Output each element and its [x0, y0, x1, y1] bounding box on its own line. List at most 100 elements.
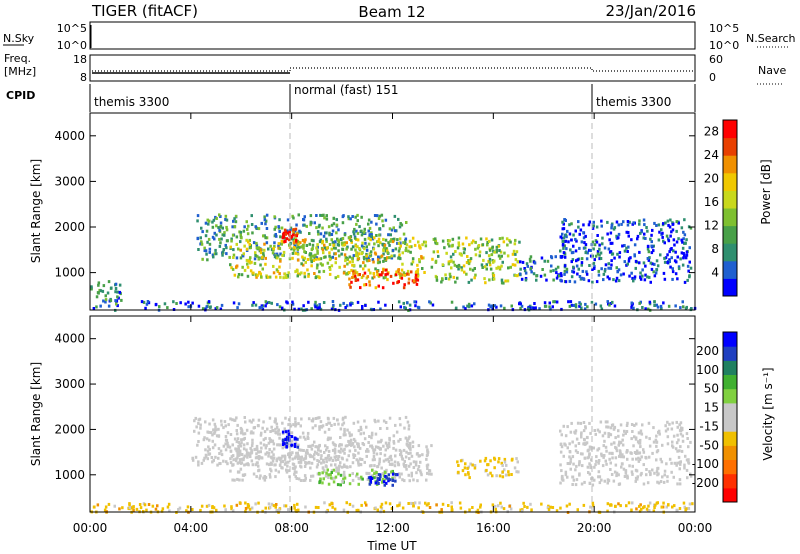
- power-cell: [274, 225, 277, 229]
- velocity-cell: [118, 507, 121, 511]
- nsky-label: N.Sky: [3, 32, 35, 45]
- velocity-cell: [390, 470, 393, 474]
- velocity-cell: [605, 449, 608, 453]
- velocity-cell: [623, 475, 627, 478]
- power-cell: [534, 306, 537, 310]
- power-cell: [310, 238, 314, 242]
- power-cell: [373, 275, 376, 279]
- power-cell: [682, 237, 685, 241]
- power-cell: [489, 267, 493, 271]
- power-cell: [114, 299, 117, 303]
- power-cell: [278, 247, 282, 251]
- power-cell: [674, 304, 677, 308]
- power-cell: [213, 252, 217, 256]
- power-cell: [332, 303, 335, 307]
- velocity-cell: [281, 443, 285, 446]
- power-cell: [336, 274, 340, 278]
- power-cell: [389, 274, 393, 278]
- velocity-cell: [356, 472, 359, 476]
- velocity-cell: [322, 469, 326, 473]
- power-cell: [264, 304, 267, 308]
- power-cell: [561, 243, 565, 246]
- velocity-cell: [392, 446, 395, 450]
- velocity-cell: [291, 451, 294, 455]
- power-cell: [261, 255, 264, 259]
- velocity-cell: [592, 446, 595, 450]
- power-cell: [370, 231, 373, 235]
- power-cell: [354, 276, 357, 280]
- power-cell: [248, 261, 252, 265]
- velocity-cell: [635, 507, 638, 511]
- velocity-cell: [320, 461, 323, 465]
- velocity-cell: [204, 453, 208, 457]
- velocity-cell: [671, 421, 674, 425]
- velocity-cell: [247, 451, 250, 455]
- velocity-cell: [583, 442, 586, 446]
- power-cell: [203, 249, 206, 252]
- velocity-cell: [139, 506, 143, 510]
- velocity-colorbar-segment: [723, 431, 737, 446]
- power-cell: [381, 286, 385, 290]
- velocity-cell: [283, 457, 287, 461]
- power-cell: [606, 232, 609, 236]
- power-cell: [355, 229, 358, 233]
- power-cell: [367, 236, 370, 240]
- velocity-ytick-label: 4000: [54, 332, 85, 346]
- power-cell: [334, 252, 337, 256]
- velocity-cell: [497, 460, 500, 464]
- velocity-cell: [678, 428, 682, 432]
- velocity-cell: [301, 431, 305, 435]
- power-cell: [415, 270, 418, 274]
- power-cell: [307, 272, 310, 276]
- velocity-cell: [243, 432, 247, 436]
- power-cell: [300, 245, 303, 249]
- velocity-cell: [317, 460, 321, 463]
- velocity-cell: [303, 465, 307, 468]
- velocity-cell: [649, 473, 652, 477]
- velocity-cell: [294, 420, 297, 424]
- power-cell: [348, 260, 352, 264]
- power-cell: [114, 287, 118, 290]
- power-cell: [382, 276, 386, 280]
- velocity-cell: [637, 459, 641, 463]
- power-cell: [289, 241, 292, 245]
- power-cell: [358, 247, 361, 250]
- power-cell: [488, 248, 492, 252]
- velocity-cell: [295, 470, 298, 474]
- power-cell: [606, 275, 609, 279]
- velocity-cell: [419, 460, 422, 464]
- power-cell: [563, 255, 567, 259]
- velocity-cell: [382, 459, 386, 463]
- velocity-cell: [401, 506, 405, 510]
- velocity-cell: [215, 434, 219, 438]
- power-cell: [610, 263, 613, 267]
- power-cell: [367, 218, 371, 222]
- power-cell: [380, 273, 383, 277]
- power-cell: [218, 228, 221, 232]
- velocity-cell: [238, 460, 242, 464]
- velocity-cell: [236, 461, 240, 465]
- power-cell: [630, 271, 633, 275]
- velocity-cell: [637, 431, 641, 435]
- velocity-cell: [605, 425, 608, 429]
- power-cell: [583, 307, 587, 311]
- velocity-cell: [222, 459, 225, 463]
- power-cell: [588, 248, 591, 252]
- power-cell: [614, 279, 618, 283]
- velocity-cell: [202, 458, 205, 462]
- velocity-cell: [559, 506, 562, 510]
- velocity-cell: [399, 438, 402, 441]
- power-cell: [233, 217, 236, 221]
- power-cell: [650, 240, 653, 244]
- power-cell: [243, 268, 247, 272]
- power-cell: [331, 300, 335, 303]
- velocity-cell: [559, 442, 563, 446]
- velocity-cell: [499, 501, 502, 505]
- velocity-cell: [333, 507, 337, 511]
- power-cell: [376, 273, 379, 276]
- power-cell: [491, 272, 495, 276]
- time-tick-label: 04:00: [174, 521, 209, 535]
- power-cell: [359, 286, 362, 290]
- power-cell: [517, 260, 520, 264]
- power-cell: [367, 256, 370, 260]
